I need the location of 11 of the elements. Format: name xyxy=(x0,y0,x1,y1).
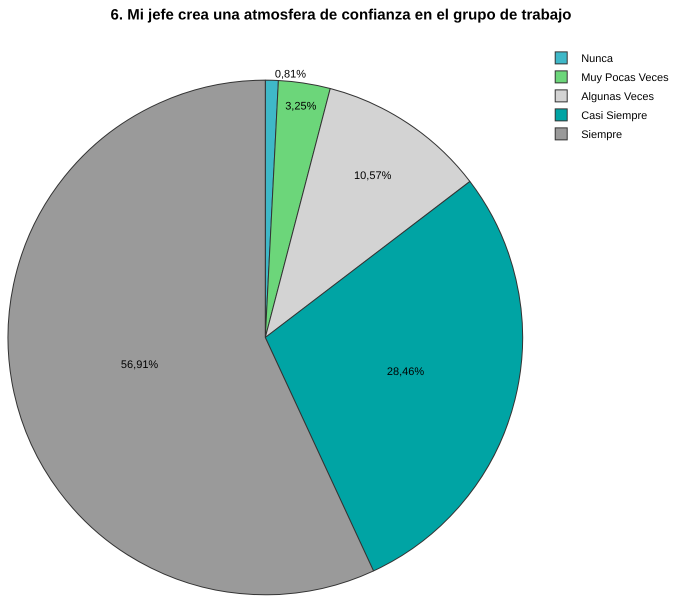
chart-title: 6. Mi jefe crea una atmosfera de confianza en el grupo de trabajo xyxy=(110,6,572,24)
data-label: 56,91% xyxy=(120,359,158,372)
legend-label: Siempre xyxy=(581,129,622,142)
legend-label: Muy Pocas Veces xyxy=(581,72,670,84)
data-label: 3,25% xyxy=(285,100,317,113)
legend-label: Nunca xyxy=(581,53,614,66)
data-label: 28,46% xyxy=(386,366,424,378)
legend-label: Algunas Veces xyxy=(581,91,654,104)
data-label: 10,57% xyxy=(354,170,392,182)
data-label: 0,81% xyxy=(274,68,306,80)
legend-label: Casi Siempre xyxy=(581,110,648,122)
